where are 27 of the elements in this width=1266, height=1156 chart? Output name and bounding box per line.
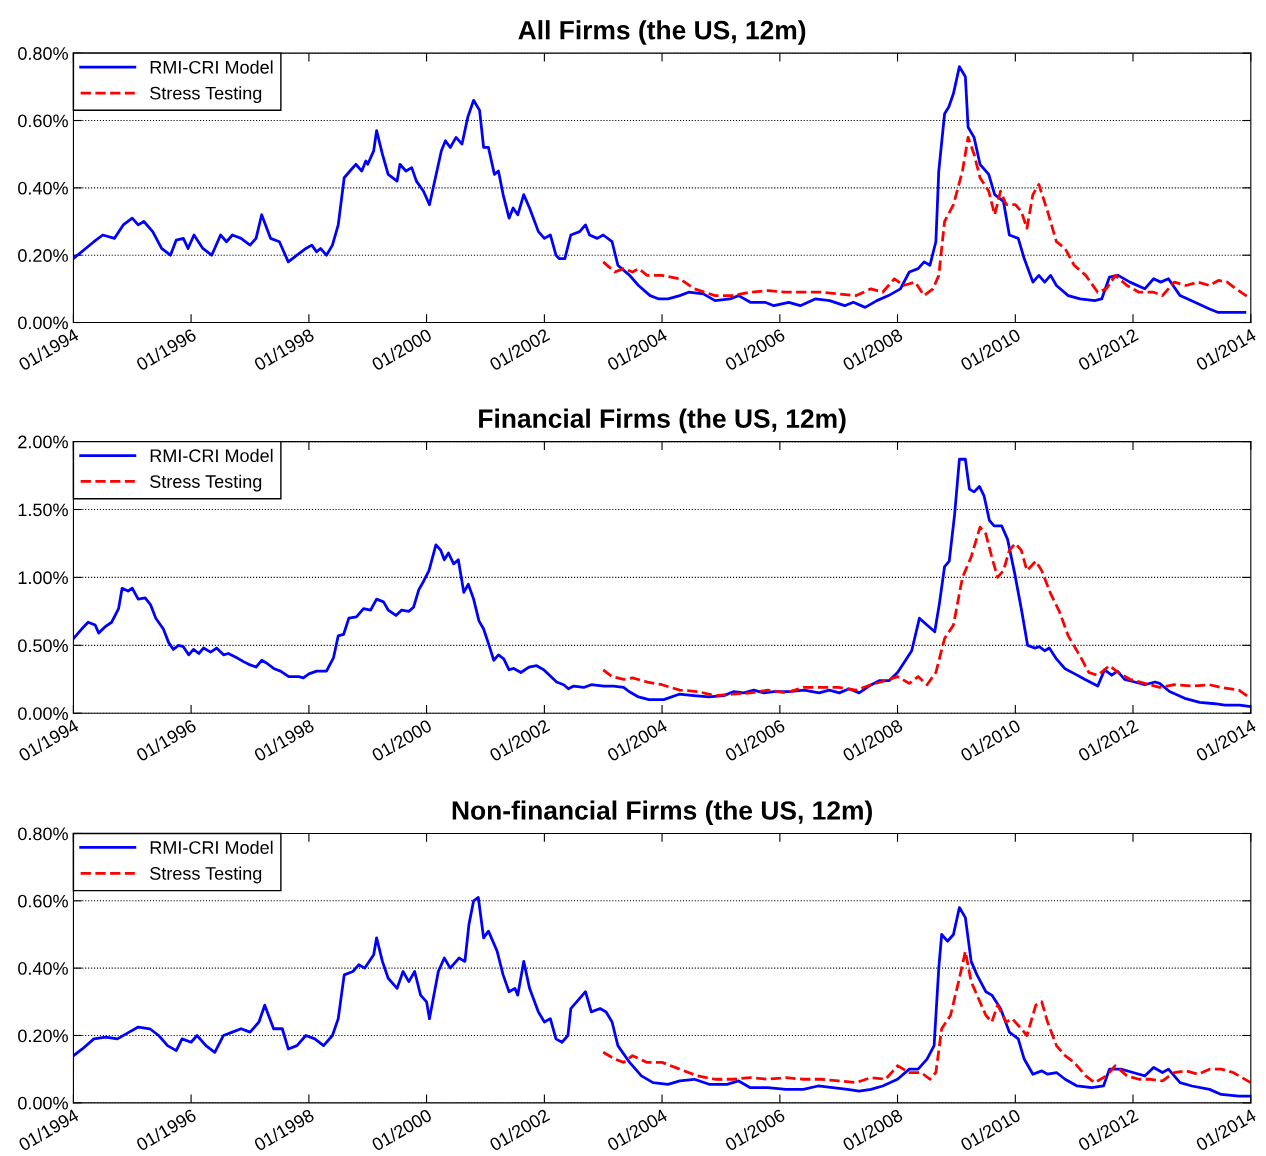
legend-label: RMI-CRI Model bbox=[150, 60, 273, 74]
y-tick-label: 0.00% bbox=[18, 707, 68, 720]
legend-label: Stress Testing bbox=[150, 86, 262, 104]
chart-title: All Firms (the US, 12m) bbox=[518, 20, 806, 45]
y-tick-label: 0.60% bbox=[18, 114, 68, 128]
y-tick-label: 0.80% bbox=[18, 47, 68, 60]
y-tick-label: 0.40% bbox=[18, 181, 68, 195]
legend-label: RMI-CRI Model bbox=[150, 448, 273, 463]
legend-label: RMI-CRI Model bbox=[150, 840, 273, 854]
line-series bbox=[601, 525, 1251, 700]
y-tick-label: 0.40% bbox=[18, 962, 68, 975]
legend-label: Stress Testing bbox=[150, 866, 262, 884]
line-series bbox=[73, 896, 1251, 1098]
y-tick-label: 1.50% bbox=[18, 503, 68, 517]
y-tick-label: 0.80% bbox=[18, 827, 68, 841]
legend-label: Stress Testing bbox=[150, 474, 262, 492]
y-tick-label: 0.00% bbox=[18, 316, 68, 330]
y-tick-label: 0.50% bbox=[18, 639, 68, 653]
chart-title: Non-financial Firms (the US, 12m) bbox=[452, 800, 872, 826]
y-tick-label: 2.00% bbox=[18, 435, 68, 449]
y-tick-label: 1.00% bbox=[18, 571, 68, 585]
y-tick-label: 0.00% bbox=[18, 1096, 68, 1110]
chart-title: Financial Firms (the US, 12m) bbox=[479, 408, 846, 434]
y-tick-label: 0.20% bbox=[18, 249, 68, 262]
y-tick-label: 0.60% bbox=[18, 894, 68, 908]
line-series bbox=[601, 949, 1251, 1085]
y-tick-label: 0.20% bbox=[18, 1029, 68, 1043]
